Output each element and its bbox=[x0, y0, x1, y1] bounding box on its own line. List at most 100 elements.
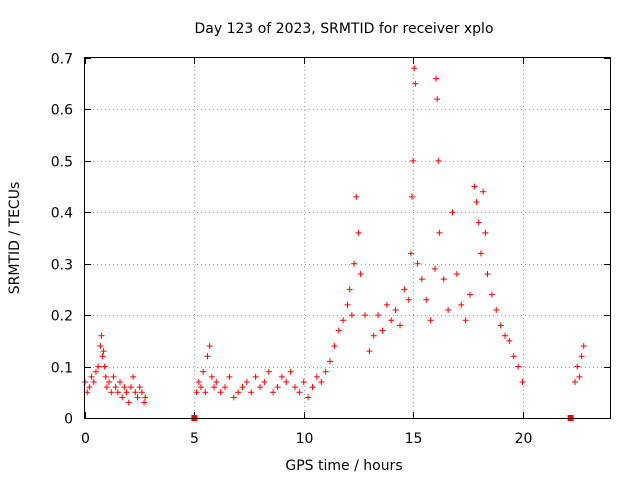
data-point bbox=[519, 379, 526, 385]
data-point bbox=[445, 307, 452, 313]
y-tick-label: 0.4 bbox=[51, 206, 73, 222]
data-point bbox=[296, 389, 303, 396]
data-point bbox=[327, 358, 333, 365]
data-point bbox=[141, 399, 148, 406]
data-point bbox=[101, 363, 108, 370]
data-point bbox=[388, 317, 395, 324]
data-point bbox=[193, 389, 200, 396]
data-point bbox=[471, 183, 478, 190]
data-point bbox=[95, 363, 102, 370]
data-point bbox=[340, 317, 347, 324]
x-tick-label: 5 bbox=[190, 431, 199, 447]
data-point bbox=[100, 348, 107, 355]
data-point bbox=[292, 384, 298, 391]
data-point bbox=[366, 348, 373, 355]
data-point bbox=[202, 389, 209, 396]
data-point bbox=[132, 389, 139, 396]
data-point bbox=[252, 373, 259, 380]
data-point bbox=[401, 286, 408, 293]
data-point bbox=[300, 379, 307, 385]
data-point bbox=[482, 229, 489, 236]
data-point bbox=[383, 301, 390, 308]
data-point bbox=[197, 384, 204, 391]
data-point bbox=[434, 96, 441, 103]
data-point bbox=[114, 389, 121, 396]
data-point bbox=[348, 312, 355, 319]
data-point bbox=[510, 353, 517, 360]
x-axis-label: GPS time / hours bbox=[285, 458, 402, 474]
data-point bbox=[239, 384, 246, 391]
y-tick-label: 0.3 bbox=[51, 258, 73, 274]
x-tick-label: 15 bbox=[405, 431, 423, 447]
data-point bbox=[97, 343, 104, 349]
data-point bbox=[436, 229, 443, 236]
data-point bbox=[102, 373, 109, 380]
data-point bbox=[318, 379, 325, 385]
data-point bbox=[375, 312, 382, 319]
data-point bbox=[136, 384, 143, 391]
data-point bbox=[392, 307, 399, 313]
data-point bbox=[515, 363, 522, 370]
data-point bbox=[353, 193, 360, 200]
data-point bbox=[502, 332, 508, 339]
data-point bbox=[99, 353, 106, 360]
data-point bbox=[127, 384, 134, 391]
data-point bbox=[493, 307, 500, 313]
y-tick-label: 0.7 bbox=[51, 52, 73, 68]
data-point bbox=[379, 327, 386, 334]
data-point bbox=[248, 389, 255, 396]
data-point bbox=[142, 394, 149, 401]
data-point bbox=[405, 296, 412, 303]
data-point bbox=[409, 193, 416, 200]
data-point bbox=[265, 368, 272, 375]
data-point bbox=[488, 291, 495, 298]
y-tick-label: 0.1 bbox=[51, 361, 73, 377]
data-point bbox=[355, 229, 362, 236]
x-tick-label: 20 bbox=[515, 431, 533, 447]
data-point bbox=[346, 286, 353, 293]
data-point bbox=[397, 322, 403, 329]
data-point bbox=[274, 384, 281, 391]
data-point bbox=[407, 250, 414, 257]
data-point bbox=[344, 301, 351, 308]
y-tick-label: 0.6 bbox=[51, 103, 73, 119]
data-point bbox=[123, 389, 130, 396]
data-point bbox=[90, 379, 97, 385]
data-point bbox=[427, 317, 434, 324]
data-point bbox=[86, 384, 93, 391]
data-point bbox=[243, 379, 250, 385]
data-point bbox=[119, 394, 126, 401]
data-point bbox=[572, 379, 578, 385]
data-point bbox=[117, 379, 123, 385]
ticks: 0 0.1 0.2 0.3 0.4 0.5 0.6 0.7 0 5 10 15 20 bbox=[51, 52, 610, 447]
data-point bbox=[84, 389, 91, 396]
data-point bbox=[103, 384, 110, 391]
data-point bbox=[112, 384, 119, 391]
data-point bbox=[217, 389, 224, 396]
data-point bbox=[480, 188, 487, 195]
data-point bbox=[106, 379, 113, 385]
data-point bbox=[410, 157, 417, 164]
data-point bbox=[357, 271, 364, 277]
data-point bbox=[458, 301, 465, 308]
data-point bbox=[230, 394, 237, 401]
data-point bbox=[412, 80, 419, 87]
x-tick-label: 10 bbox=[296, 431, 314, 447]
y-tick-label: 0.5 bbox=[51, 155, 73, 171]
data-point bbox=[222, 384, 228, 391]
data-point bbox=[578, 353, 585, 360]
data-point bbox=[580, 343, 587, 349]
data-point bbox=[92, 368, 99, 375]
data-point bbox=[130, 373, 137, 380]
data-point bbox=[467, 291, 473, 298]
data-point bbox=[235, 389, 242, 396]
data-point bbox=[200, 368, 207, 375]
data-point bbox=[433, 75, 440, 82]
data-point bbox=[576, 373, 583, 380]
data-point bbox=[309, 384, 316, 391]
data-point bbox=[370, 332, 377, 339]
data-point bbox=[497, 322, 504, 329]
data-point bbox=[574, 363, 581, 370]
plot-frame bbox=[84, 57, 611, 419]
